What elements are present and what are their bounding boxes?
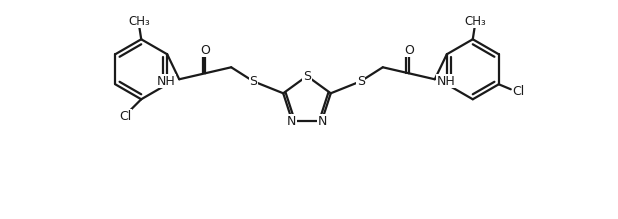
Text: N: N xyxy=(318,115,328,128)
Text: CH₃: CH₃ xyxy=(464,15,486,28)
Text: Cl: Cl xyxy=(119,110,132,123)
Text: S: S xyxy=(303,69,311,83)
Text: O: O xyxy=(404,44,413,57)
Text: NH: NH xyxy=(437,75,455,88)
Text: O: O xyxy=(200,44,210,57)
Text: S: S xyxy=(249,75,257,88)
Text: CH₃: CH₃ xyxy=(129,15,150,28)
Text: NH: NH xyxy=(156,75,176,88)
Text: N: N xyxy=(287,115,296,128)
Text: S: S xyxy=(357,75,365,88)
Text: Cl: Cl xyxy=(513,85,525,98)
